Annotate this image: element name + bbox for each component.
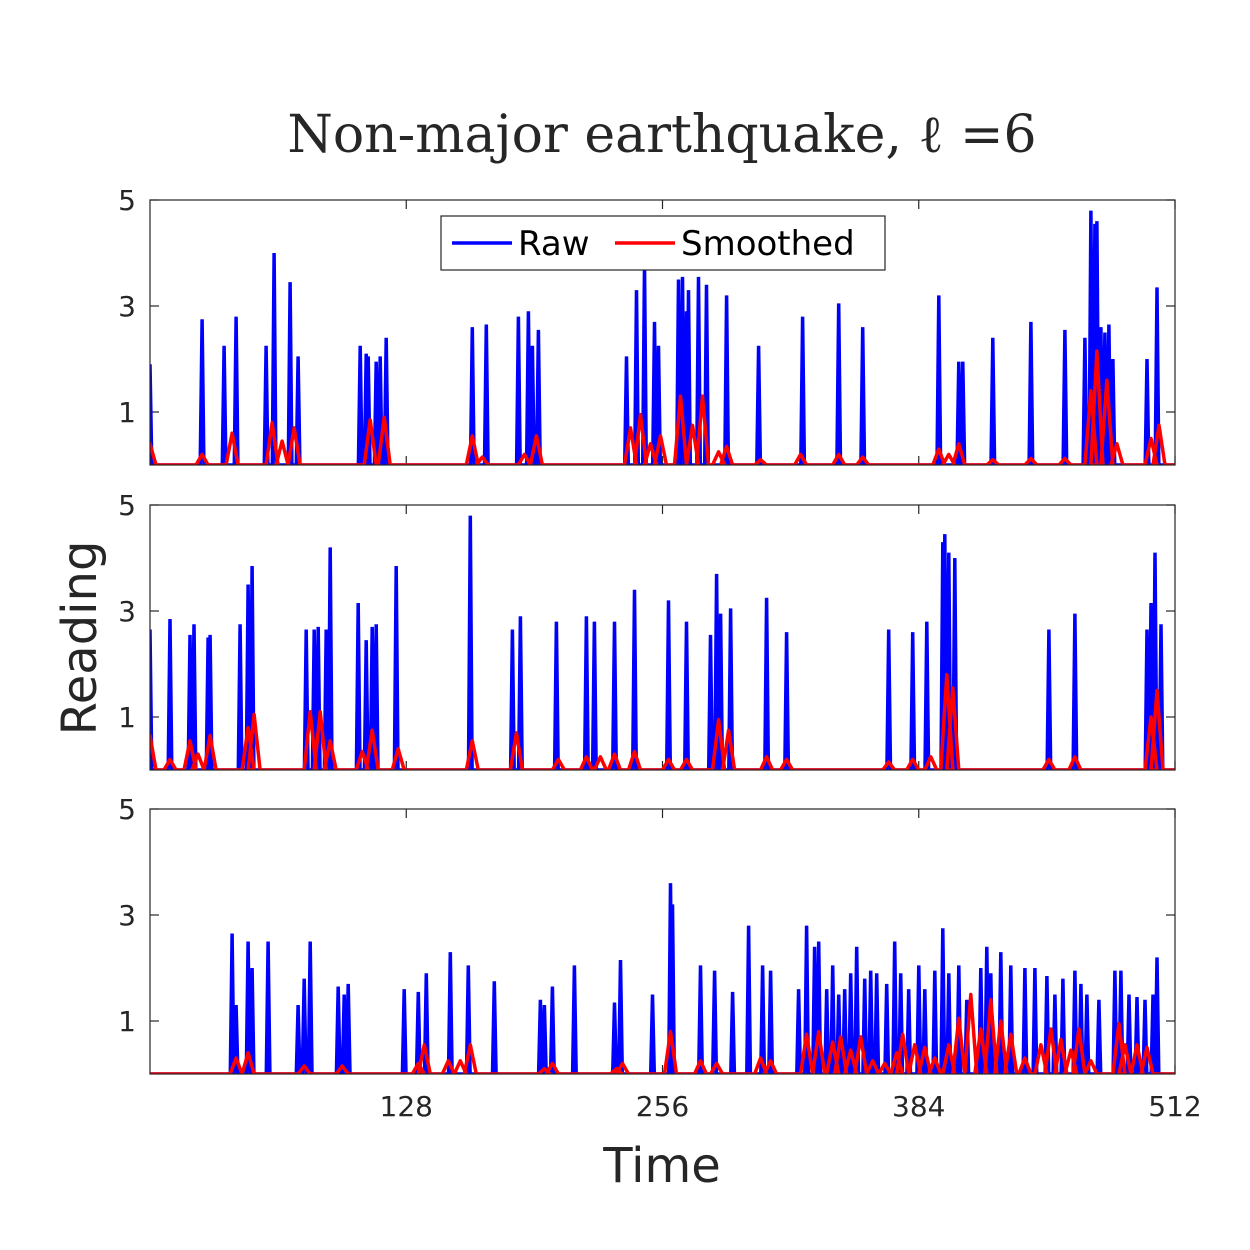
series-lines <box>150 210 1175 465</box>
subplot-2: 1 3 5 <box>118 489 1176 771</box>
y-tick-label: 5 <box>118 184 136 217</box>
subplots: 1 3 5 1 3 5 1 3 5 128 256 384 512 <box>118 184 1202 1123</box>
x-tick-label: 128 <box>380 1090 433 1123</box>
y-tick-label: 1 <box>118 701 136 734</box>
plot-area <box>150 809 1175 1074</box>
y-tick-label: 3 <box>118 595 136 628</box>
legend: Raw Smoothed <box>440 215 886 271</box>
x-axis-label: Time <box>602 1138 720 1194</box>
y-axis-label: Reading <box>52 541 108 736</box>
chart-title: Non-major earthquake, ℓ =6 <box>287 105 1036 165</box>
y-tick-label: 1 <box>118 396 136 429</box>
axes-frame <box>149 504 1176 771</box>
y-tick-label: 3 <box>118 899 136 932</box>
y-tick-label: 1 <box>118 1005 136 1038</box>
x-tick-label: 384 <box>892 1090 945 1123</box>
x-tick-label: 256 <box>636 1090 689 1123</box>
series-smoothed-line <box>150 349 1175 465</box>
legend-label-raw: Raw <box>518 224 590 264</box>
y-tick-label: 3 <box>118 290 136 323</box>
axes-frame <box>149 808 1176 1075</box>
legend-label-smoothed: Smoothed <box>681 224 855 264</box>
series-lines <box>150 883 1175 1074</box>
subplot-3: 1 3 5 128 256 384 512 <box>118 793 1202 1123</box>
series-raw-line <box>150 210 1175 465</box>
y-tick-label: 5 <box>118 793 136 826</box>
x-tick-label: 512 <box>1148 1090 1201 1123</box>
y-tick-label: 5 <box>118 489 136 522</box>
series-lines <box>150 515 1175 770</box>
axes-frame <box>149 199 1176 466</box>
series-smoothed-line <box>150 672 1175 770</box>
